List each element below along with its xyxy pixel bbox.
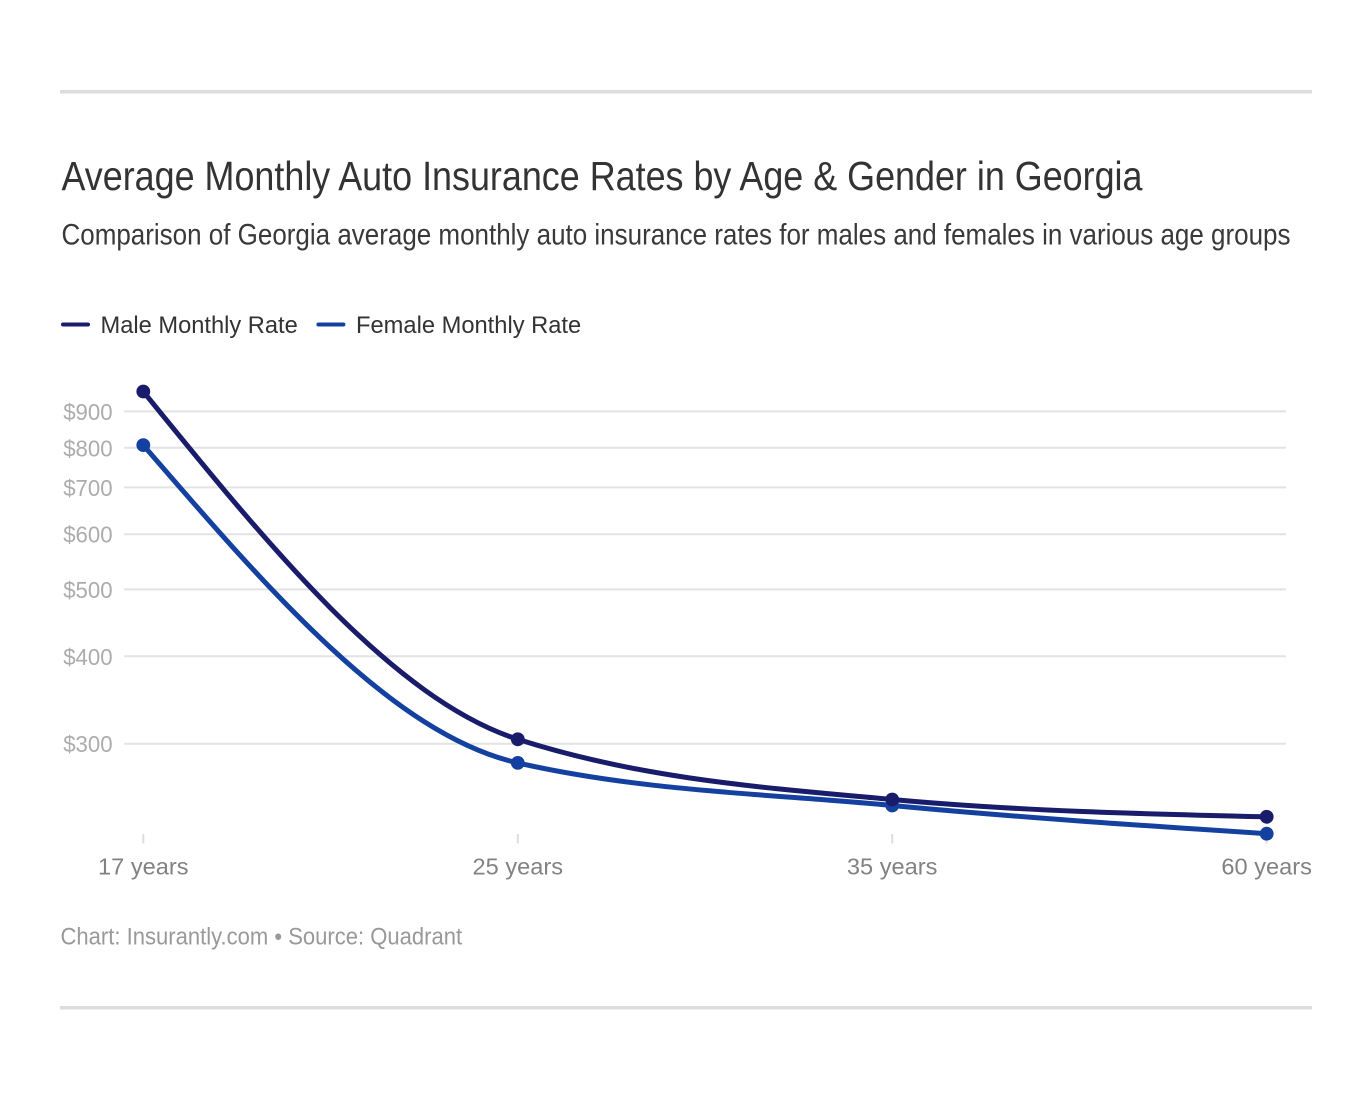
svg-text:Male Monthly Rate: Male Monthly Rate [101, 312, 298, 339]
svg-text:$400: $400 [63, 644, 112, 670]
svg-text:35 years: 35 years [847, 853, 938, 879]
svg-text:$300: $300 [63, 731, 112, 757]
svg-text:Female Monthly Rate: Female Monthly Rate [356, 312, 581, 339]
svg-text:$600: $600 [63, 522, 112, 548]
svg-text:17 years: 17 years [98, 853, 189, 879]
svg-text:60 years: 60 years [1221, 853, 1312, 879]
svg-text:Average Monthly Auto Insurance: Average Monthly Auto Insurance Rates by … [62, 153, 1143, 199]
svg-text:$900: $900 [63, 399, 112, 425]
svg-text:Chart: Insurantly.com • Source: Chart: Insurantly.com • Source: Quadrant [61, 924, 463, 951]
svg-text:Comparison of Georgia average: Comparison of Georgia average monthly au… [62, 219, 1291, 252]
svg-text:$700: $700 [63, 475, 112, 501]
svg-text:25 years: 25 years [473, 853, 564, 879]
svg-text:$500: $500 [63, 577, 112, 603]
svg-text:$800: $800 [63, 435, 112, 461]
